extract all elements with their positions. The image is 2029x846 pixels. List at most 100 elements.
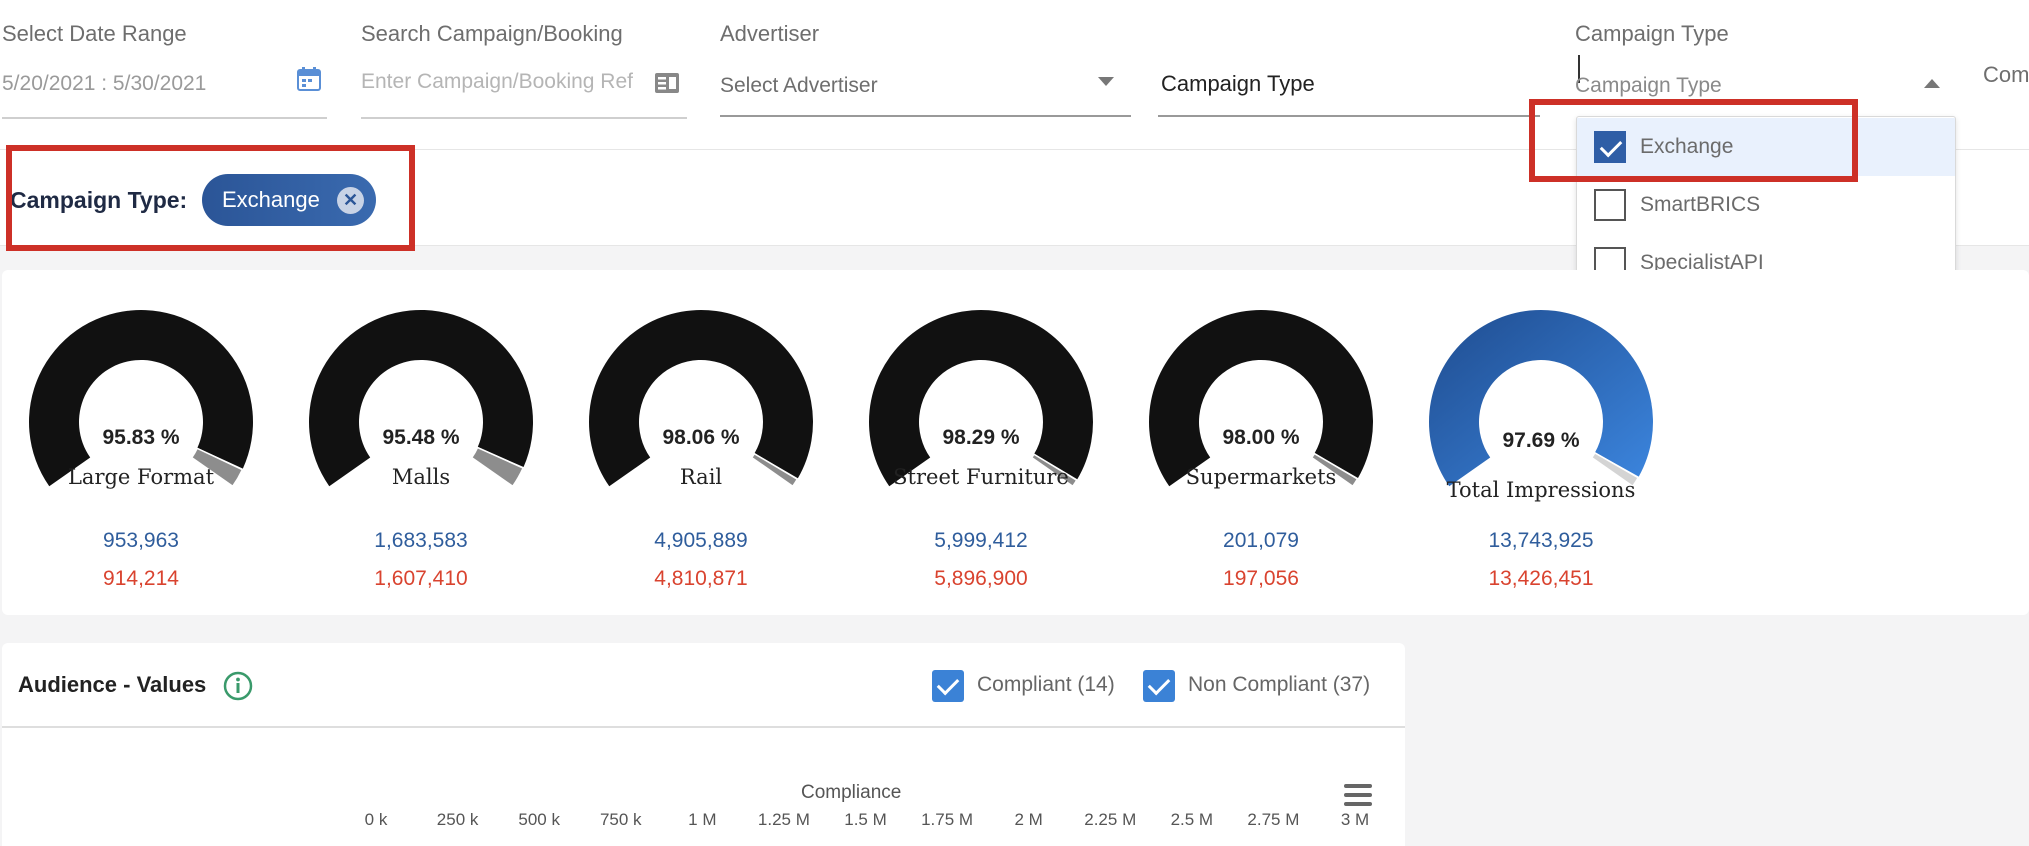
axis-tick-label: 2.75 M [1247,810,1300,829]
gauge-arc [1149,310,1373,488]
info-icon[interactable] [223,671,253,701]
gauge-total-value: 201,079 [1223,529,1299,552]
date-range-underline [2,117,327,119]
gauge-total-impressions: 97.69 % Total Impressions 13,743,925 13,426… [1421,305,1661,605]
advertiser-underline [720,115,1131,117]
gauge-remainder-arc [750,452,799,488]
close-icon[interactable]: ✕ [337,187,364,214]
gauge-value-arc [309,310,533,487]
compliant-legend-label[interactable]: Compliant (14) [977,673,1115,696]
gauge-total-value: 4,905,889 [654,529,748,552]
campaign-type-field-underline [1158,115,1540,117]
chevron-up-icon[interactable] [1924,79,1940,88]
gauge-compliant-value: 1,607,410 [374,567,468,590]
axis-tick-label: 2.5 M [1170,810,1214,829]
gauge-remainder-arc [1590,451,1640,488]
axis-tick-label: 1.75 M [921,810,974,829]
gauge-street-furniture: 98.29 % Street Furniture 5,999,412 5,896,90… [861,305,1101,605]
campaign-type-select-label: Campaign Type [1575,21,1729,46]
audience-title: Audience - Values [18,672,207,697]
gauge-remainder-arc [1030,453,1078,488]
date-range-input[interactable]: 5/20/2021 : 5/30/2021 [2,72,207,95]
gauge-title: Street Furniture [893,465,1069,489]
gauge-value-arc [1429,310,1653,487]
option-label: SpecialistAPI [1640,251,1764,274]
gauge-compliant-value: 4,810,871 [654,567,748,590]
applied-filter-label: Campaign Type: [10,187,188,213]
compliance-filter-label: Com [1983,62,2029,87]
search-underline [361,117,687,119]
axis-tick-label: 500 k [518,810,560,829]
gauge-title: Rail [679,465,723,489]
axis-tick-label: 2 M [1014,810,1043,829]
date-range-label: Select Date Range [2,21,187,46]
compliant-legend-checkbox[interactable] [932,670,964,702]
campaign-type-dropdown: Exchange SmartBRICS SpecialistAPI [1576,116,1956,290]
gauge-percent: 98.00 % [1222,426,1300,449]
gauge-total-value: 13,743,925 [1488,529,1594,552]
gauge-arc [869,310,1093,488]
axis-tick-label: 3 M [1340,810,1370,829]
axis-tick-label: 1 M [688,810,717,829]
gauge-title: Total Impressions [1446,478,1636,502]
compliance-axis-title: Compliance [801,782,902,803]
gauge-compliant-value: 13,426,451 [1488,567,1594,590]
non-compliant-legend-label[interactable]: Non Compliant (37) [1188,673,1371,696]
highlight-box-applied [6,145,415,251]
gauge-value-arc [29,310,254,487]
campaign-type-field[interactable]: Campaign Type [1161,71,1315,96]
audience-divider [2,726,1405,728]
gauge-compliant-value: 197,056 [1223,567,1299,590]
gauge-arc [29,310,254,488]
axis-tick-label: 1.25 M [757,810,810,829]
non-compliant-legend-checkbox[interactable] [1143,670,1175,702]
campaign-type-select[interactable]: Campaign Type [1575,74,1722,97]
advertiser-chevron-down-icon[interactable] [1098,77,1114,86]
axis-tick-label: 250 k [436,810,479,829]
gauge-rail: 98.06 % Rail 4,905,889 4,810,871 [581,305,821,605]
checkbox-icon[interactable] [1594,189,1626,221]
gauge-total-value: 1,683,583 [374,529,468,552]
checkbox-checked-icon[interactable] [1594,131,1626,163]
highlight-box-dropdown [1529,99,1858,182]
gauge-supermarkets: 98.00 % Supermarkets 201,079 197,056 [1141,305,1381,605]
gauge-title: Malls [391,465,451,489]
axis-tick-label: 750 k [599,810,642,829]
gauge-arc [309,310,533,488]
search-input[interactable]: Enter Campaign/Booking Ref [361,70,633,93]
gauge-arc [589,310,813,488]
gauge-large-format: 95.83 % Large Format 953,963 914,214 [21,305,261,605]
gauge-compliant-value: 914,214 [103,567,179,590]
option-label: SmartBRICS [1640,193,1761,216]
option-label: Exchange [1640,135,1734,158]
gauge-value-arc [1149,310,1373,487]
gauge-remainder-arc [190,447,244,488]
gauge-percent: 98.29 % [942,426,1020,449]
gauge-percent: 98.06 % [662,426,740,449]
advertiser-select[interactable]: Select Advertiser [720,74,878,97]
gauge-percent: 97.69 % [1502,429,1580,452]
gauge-title: Supermarkets [1185,465,1337,489]
gauge-compliant-value: 5,896,900 [934,567,1028,590]
exchange-filter-chip: Exchange ✕ [202,174,376,226]
menu-icon[interactable] [1344,784,1372,806]
gauge-remainder-arc [1310,452,1359,488]
gauge-percent: 95.83 % [102,426,180,449]
axis-tick-label: 1.5 M [844,810,887,829]
search-label: Search Campaign/Booking [361,21,623,46]
gauge-percent: 95.48 % [382,426,460,449]
chip-label: Exchange [222,187,320,212]
gauge-value-arc [589,310,813,487]
dropdown-option-exchange[interactable]: Exchange [1577,118,1955,176]
gauge-total-value: 5,999,412 [934,529,1028,552]
gauge-remainder-arc [470,446,525,488]
gauge-total-value: 953,963 [103,529,179,552]
gauge-value-arc [869,310,1093,487]
calendar-icon[interactable] [296,66,322,92]
advertiser-label: Advertiser [720,21,820,46]
gauge-malls: 95.48 % Malls 1,683,583 1,607,410 [301,305,541,605]
dropdown-option-smartbrics[interactable]: SmartBRICS [1577,176,1955,234]
gauge-arc [1429,310,1653,488]
axis-tick-label: 2.25 M [1084,810,1137,829]
